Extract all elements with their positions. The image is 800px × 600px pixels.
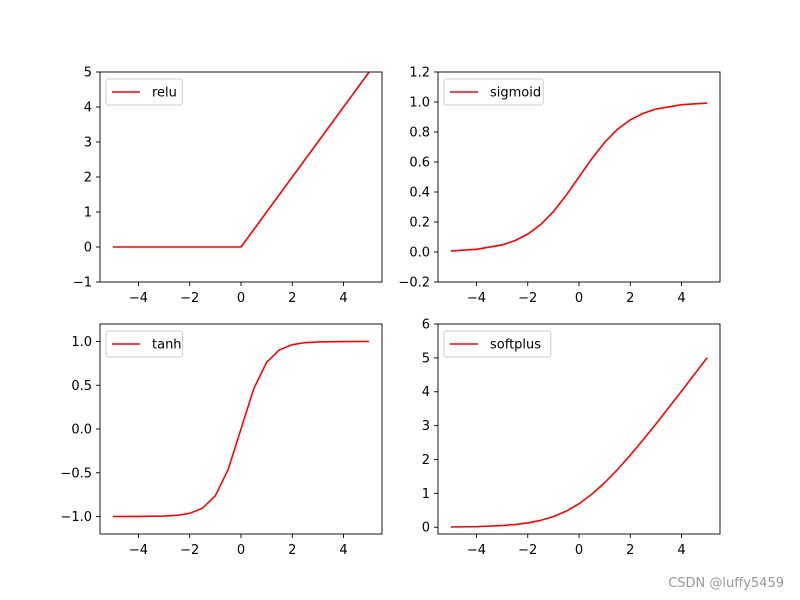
subplot-softplus: −4 −2 0 2 4 0 1 2 3 4 5 6 softplus [422, 318, 721, 558]
legend-box [443, 330, 552, 358]
x-tick-label: −4 [467, 291, 486, 306]
legend-label: softplus [490, 338, 541, 353]
y-tick-label: 0.0 [409, 246, 430, 261]
watermark: CSDN @luffy5459 [668, 576, 784, 591]
y-tick-label: 5 [84, 66, 92, 81]
legend-label: sigmoid [490, 86, 541, 101]
y-tick-label: 0.4 [409, 186, 430, 201]
x-tick-label: 4 [339, 291, 347, 306]
y-tick-label: 5 [422, 351, 430, 366]
x-tick-label: 2 [626, 291, 634, 306]
y-tick-label: 2 [84, 171, 92, 186]
x-tick-label: 0 [237, 543, 245, 558]
y-tick-label: 1.0 [409, 96, 430, 111]
y-tick-label: −1 [73, 276, 92, 291]
legend: relu [105, 78, 183, 106]
y-tick-label: 0.6 [409, 156, 430, 171]
x-tick-label: 2 [626, 543, 634, 558]
subplot-relu: −4 −2 0 2 4 −1 0 1 2 3 4 5 relu [73, 66, 383, 306]
y-tick-label: −0.2 [398, 276, 430, 291]
y-tick-label: 3 [422, 419, 430, 434]
x-tick-label: 4 [339, 543, 347, 558]
x-tick-label: −4 [129, 291, 148, 306]
subplot-tanh: −4 −2 0 2 4 −1.0 −0.5 0.0 0.5 1.0 tanh [60, 323, 383, 558]
x-tick-label: −2 [180, 543, 199, 558]
y-tick-label: 1 [84, 206, 92, 221]
y-tick-label: 0 [422, 521, 430, 536]
y-tick-label: −0.5 [60, 466, 92, 481]
y-tick-label: 4 [422, 385, 430, 400]
x-tick-label: −2 [180, 291, 199, 306]
subplot-sigmoid: −4 −2 0 2 4 −0.2 0.0 0.2 0.4 0.6 0.8 1.0 1.2 sigmoid [398, 66, 721, 306]
legend: softplus [443, 330, 552, 358]
y-tick-label: 0.0 [71, 423, 92, 438]
y-tick-label: 2 [422, 453, 430, 468]
legend-box [105, 330, 183, 358]
x-tick-label: 4 [677, 291, 685, 306]
y-tick-label: 3 [84, 136, 92, 151]
x-tick-label: 0 [575, 291, 583, 306]
x-tick-label: −4 [467, 543, 486, 558]
legend-box [443, 78, 544, 106]
y-tick-label: 0.2 [409, 216, 430, 231]
series-line-sigmoid [450, 102, 708, 252]
y-tick-label: 0.8 [409, 126, 430, 141]
legend: sigmoid [443, 78, 544, 106]
x-tick-label: −2 [518, 543, 537, 558]
series-line-relu [112, 71, 370, 248]
y-tick-label: 1 [422, 487, 430, 502]
series-line-softplus [450, 357, 708, 528]
x-tick-label: −4 [129, 543, 148, 558]
x-tick-label: 4 [677, 543, 685, 558]
legend: tanh [105, 330, 183, 358]
x-tick-label: 2 [288, 543, 296, 558]
y-tick-label: 0 [84, 241, 92, 256]
y-tick-label: 1.2 [409, 66, 430, 81]
y-tick-label: 0.5 [71, 379, 92, 394]
y-tick-label: 4 [84, 101, 92, 116]
x-tick-label: 0 [575, 543, 583, 558]
x-tick-label: 2 [288, 291, 296, 306]
legend-box [105, 78, 183, 106]
series-line-tanh [112, 340, 370, 518]
legend-label: relu [152, 86, 177, 101]
y-tick-label: 6 [422, 318, 430, 333]
y-tick-label: 1.0 [71, 335, 92, 350]
y-tick-label: −1.0 [60, 510, 92, 525]
legend-label: tanh [152, 338, 182, 353]
x-tick-label: −2 [518, 291, 537, 306]
x-tick-label: 0 [237, 291, 245, 306]
